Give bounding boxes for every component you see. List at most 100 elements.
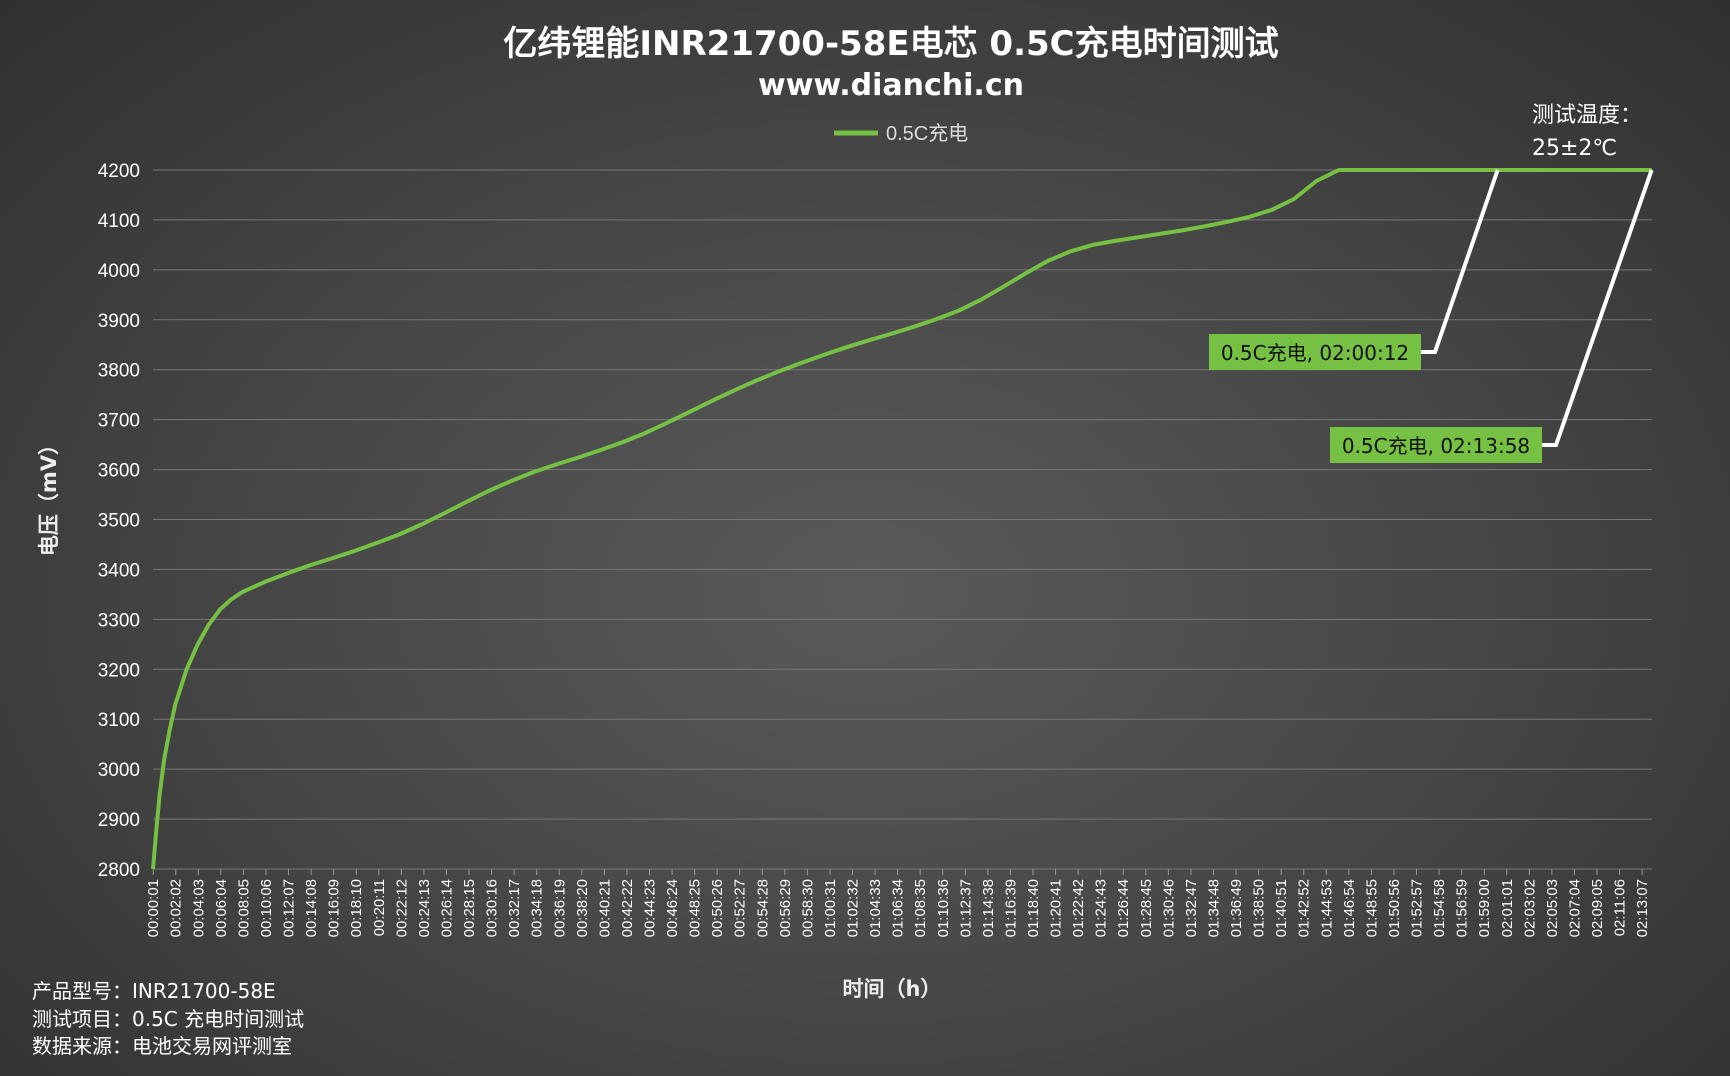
- x-tick-01:10:36: 01:10:36: [935, 879, 952, 937]
- x-tick-02:09:05: 02:09:05: [1589, 879, 1606, 937]
- x-tick-00:06:04: 00:06:04: [213, 879, 230, 937]
- x-tick-00:14:08: 00:14:08: [303, 879, 320, 937]
- temperature-note: 测试温度： 25±2℃: [1532, 103, 1642, 161]
- annotation-box-2: [1330, 427, 1542, 463]
- annotation-label-2: 0.5C充电, 02:13:58: [1342, 434, 1530, 458]
- x-tick-01:36:49: 01:36:49: [1228, 879, 1245, 937]
- x-tick-00:36:19: 00:36:19: [551, 879, 568, 937]
- y-tick-3300: 3300: [98, 610, 140, 631]
- series-layer: [151, 168, 1652, 870]
- x-tick-01:24:43: 01:24:43: [1093, 879, 1110, 937]
- x-tick-00:44:23: 00:44:23: [641, 879, 658, 937]
- x-tick-00:42:22: 00:42:22: [619, 879, 636, 937]
- x-tick-01:52:57: 01:52:57: [1409, 879, 1426, 937]
- x-tick-01:54:58: 01:54:58: [1431, 879, 1448, 937]
- x-tick-00:26:14: 00:26:14: [438, 879, 455, 937]
- info-block: 产品型号：INR21700-58E 测试项目：0.5C 充电时间测试 数据来源：…: [32, 979, 304, 1058]
- x-tick-00:18:10: 00:18:10: [348, 879, 365, 937]
- annotation-leader-2: [1542, 169, 1654, 447]
- x-tick-01:46:54: 01:46:54: [1341, 879, 1358, 937]
- legend-label: 0.5C充电: [886, 122, 968, 145]
- grid: [152, 169, 1652, 875]
- annotation-leader-1: [1421, 169, 1500, 354]
- y-tick-4000: 4000: [98, 261, 140, 282]
- x-tick-02:11:06: 02:11:06: [1612, 879, 1629, 936]
- x-tick-01:18:40: 01:18:40: [1025, 879, 1042, 937]
- chart-subtitle: www.dianchi.cn: [758, 68, 1024, 103]
- x-tick-00:58:30: 00:58:30: [799, 879, 816, 937]
- x-tick-01:06:34: 01:06:34: [890, 879, 907, 937]
- x-tick-01:42:52: 01:42:52: [1296, 879, 1313, 937]
- y-tick-labels: 4200 4100 4000 3900 3800 3700 3600 3500 3400 3300…: [98, 161, 140, 881]
- annotation-box-1: [1209, 334, 1421, 370]
- x-tick-01:16:39: 01:16:39: [1002, 879, 1019, 937]
- x-tick-00:28:15: 00:28:15: [461, 879, 478, 937]
- x-tick-00:16:09: 00:16:09: [326, 879, 343, 937]
- annotation-layer: 0.5C充电, 02:00:12 0.5C充电, 02:13:58: [1209, 169, 1654, 463]
- x-tick-00:10:06: 00:10:06: [258, 879, 275, 937]
- x-tick-00:32:17: 00:32:17: [506, 879, 523, 937]
- x-tick-02:07:04: 02:07:04: [1566, 879, 1583, 937]
- x-tick-01:30:46: 01:30:46: [1160, 879, 1177, 937]
- x-tick-01:04:33: 01:04:33: [867, 879, 884, 937]
- chart-title: 亿纬锂能INR21700-58E电芯 0.5C充电时间测试: [503, 24, 1278, 64]
- x-tick-01:00:31: 01:00:31: [822, 879, 839, 937]
- x-tick-00:00:01: 00:00:01: [145, 879, 162, 937]
- y-tick-3900: 3900: [98, 311, 140, 332]
- temperature-note-value: 25±2℃: [1532, 136, 1617, 161]
- x-tick-00:48:25: 00:48:25: [687, 879, 704, 937]
- x-tick-01:22:42: 01:22:42: [1070, 879, 1087, 937]
- x-tick-02:13:07: 02:13:07: [1634, 879, 1651, 937]
- x-tick-02:05:03: 02:05:03: [1544, 879, 1561, 937]
- y-tick-3800: 3800: [98, 361, 140, 382]
- y-tick-3600: 3600: [98, 461, 140, 482]
- x-tick-01:59:00: 01:59:00: [1476, 879, 1493, 937]
- x-tick-00:04:03: 00:04:03: [190, 879, 207, 937]
- x-tick-00:08:05: 00:08:05: [235, 879, 252, 937]
- x-tick-01:20:41: 01:20:41: [1048, 879, 1065, 937]
- x-tick-00:46:24: 00:46:24: [664, 879, 681, 937]
- x-tick-00:54:28: 00:54:28: [754, 879, 771, 937]
- x-tick-01:02:32: 01:02:32: [845, 879, 862, 937]
- y-tick-3200: 3200: [98, 660, 140, 681]
- x-tick-00:24:13: 00:24:13: [416, 879, 433, 937]
- x-tick-00:22:12: 00:22:12: [393, 879, 410, 937]
- x-tick-02:01:01: 02:01:01: [1499, 879, 1516, 937]
- y-tick-3400: 3400: [98, 560, 140, 581]
- x-tick-00:30:16: 00:30:16: [484, 879, 501, 937]
- x-tick-00:34:18: 00:34:18: [529, 879, 546, 937]
- x-tick-02:03:02: 02:03:02: [1521, 879, 1538, 937]
- y-tick-3500: 3500: [98, 511, 140, 532]
- x-tick-01:44:53: 01:44:53: [1318, 879, 1335, 937]
- x-tick-00:56:29: 00:56:29: [777, 879, 794, 937]
- x-tick-01:48:55: 01:48:55: [1363, 879, 1380, 937]
- y-tick-3700: 3700: [98, 411, 140, 432]
- legend: 0.5C充电: [834, 122, 968, 145]
- temperature-note-label: 测试温度：: [1532, 103, 1642, 128]
- x-tick-00:12:07: 00:12:07: [281, 879, 298, 937]
- y-tick-3100: 3100: [98, 710, 140, 731]
- x-axis-label: 时间（h）: [843, 977, 942, 1001]
- info-product-model: 产品型号：INR21700-58E: [32, 979, 276, 1003]
- y-tick-4100: 4100: [98, 211, 140, 232]
- x-tick-01:08:35: 01:08:35: [912, 879, 929, 937]
- x-tick-01:40:51: 01:40:51: [1273, 879, 1290, 937]
- x-tick-00:40:21: 00:40:21: [596, 879, 613, 937]
- y-tick-2800: 2800: [98, 860, 140, 881]
- x-tick-00:20:11: 00:20:11: [371, 879, 388, 936]
- x-tick-01:28:45: 01:28:45: [1138, 879, 1155, 937]
- y-tick-2900: 2900: [98, 810, 140, 831]
- x-tick-00:52:27: 00:52:27: [732, 879, 749, 937]
- x-tick-00:02:02: 00:02:02: [168, 879, 185, 937]
- x-tick-00:38:20: 00:38:20: [574, 879, 591, 937]
- info-test-item: 测试项目：0.5C 充电时间测试: [32, 1007, 304, 1031]
- x-tick-01:26:44: 01:26:44: [1115, 879, 1132, 937]
- x-tick-01:14:38: 01:14:38: [980, 879, 997, 937]
- series-line-0.5c-charge: [151, 168, 1652, 870]
- x-tick-labels: 00:00:01 00:02:02 00:04:03 00:06:04 00:08:05…: [145, 879, 1651, 937]
- x-tick-01:56:59: 01:56:59: [1454, 879, 1471, 937]
- y-tick-3000: 3000: [98, 760, 140, 781]
- y-axis-label: 电压（mV）: [37, 434, 61, 556]
- annotation-label-1: 0.5C充电, 02:00:12: [1221, 341, 1409, 365]
